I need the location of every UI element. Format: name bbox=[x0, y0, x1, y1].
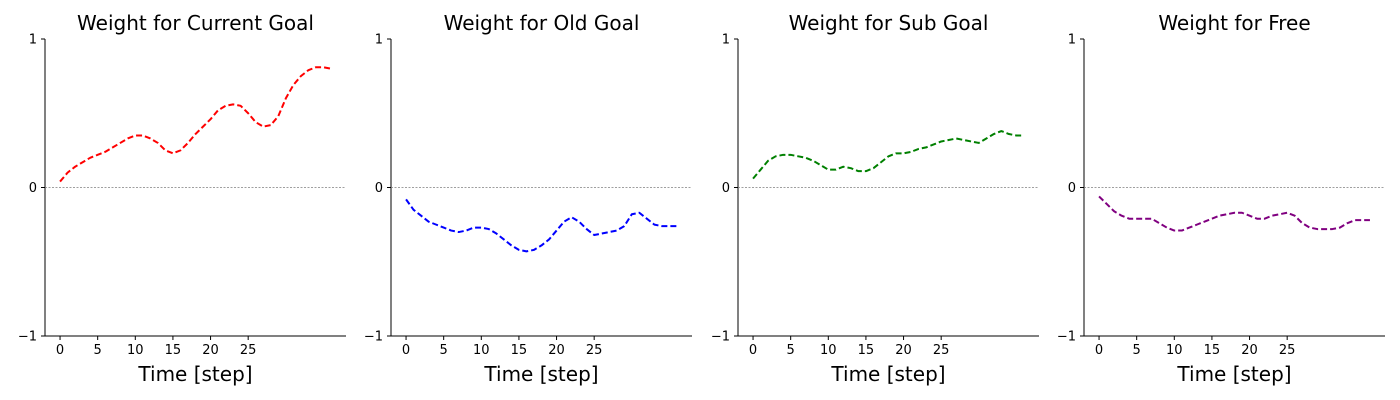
x-tick-label: 15 bbox=[165, 343, 182, 358]
y-tick-label: 1 bbox=[722, 33, 730, 48]
series-line-1 bbox=[1098, 195, 1370, 232]
x-tick-label: 5 bbox=[94, 343, 102, 358]
x-tick-label: 25 bbox=[586, 343, 603, 358]
subplot-title: Weight for Sub Goal bbox=[789, 11, 989, 35]
x-axis-label: Time [step] bbox=[1176, 362, 1291, 386]
x-tick-label: 5 bbox=[787, 343, 795, 358]
x-tick-label: 10 bbox=[820, 343, 837, 358]
x-tick-label: 25 bbox=[240, 343, 257, 358]
x-tick-label: 0 bbox=[56, 343, 64, 358]
subplot-title: Weight for Old Goal bbox=[444, 11, 640, 35]
x-tick-label: 25 bbox=[933, 343, 950, 358]
y-tick-label: 1 bbox=[375, 33, 383, 48]
subplot-title: Weight for Current Goal bbox=[77, 11, 314, 35]
y-tick-label: 0 bbox=[375, 181, 383, 196]
x-tick-label: 10 bbox=[1166, 343, 1183, 358]
x-tick-label: 25 bbox=[1279, 343, 1296, 358]
series-line-1 bbox=[752, 130, 1024, 180]
x-axis-label: Time [step] bbox=[483, 362, 598, 386]
x-tick-label: 10 bbox=[473, 343, 490, 358]
x-tick-label: 20 bbox=[1241, 343, 1258, 358]
series-line-1 bbox=[405, 198, 677, 253]
y-tick-label: −1 bbox=[18, 330, 37, 345]
x-tick-label: 15 bbox=[1204, 343, 1221, 358]
x-axis-label: Time [step] bbox=[137, 362, 252, 386]
y-tick-label: 1 bbox=[1068, 33, 1076, 48]
y-tick-label: −1 bbox=[1057, 330, 1076, 345]
x-tick-label: 20 bbox=[202, 343, 219, 358]
x-tick-label: 20 bbox=[548, 343, 565, 358]
y-tick-label: −1 bbox=[711, 330, 730, 345]
x-axis-label: Time [step] bbox=[830, 362, 945, 386]
x-tick-label: 5 bbox=[440, 343, 448, 358]
y-tick-label: −1 bbox=[364, 330, 383, 345]
x-tick-label: 0 bbox=[749, 343, 757, 358]
series-line-1 bbox=[59, 66, 332, 183]
y-tick-label: 0 bbox=[722, 181, 730, 196]
x-tick-label: 0 bbox=[1095, 343, 1103, 358]
y-tick-label: 0 bbox=[29, 181, 37, 196]
y-tick-label: 0 bbox=[1068, 181, 1076, 196]
subplot-title: Weight for Free bbox=[1158, 11, 1310, 35]
x-tick-label: 5 bbox=[1133, 343, 1141, 358]
x-tick-label: 0 bbox=[402, 343, 410, 358]
x-tick-label: 10 bbox=[127, 343, 144, 358]
x-tick-label: 15 bbox=[511, 343, 528, 358]
y-tick-label: 1 bbox=[29, 33, 37, 48]
x-tick-label: 20 bbox=[895, 343, 912, 358]
x-tick-label: 15 bbox=[858, 343, 875, 358]
